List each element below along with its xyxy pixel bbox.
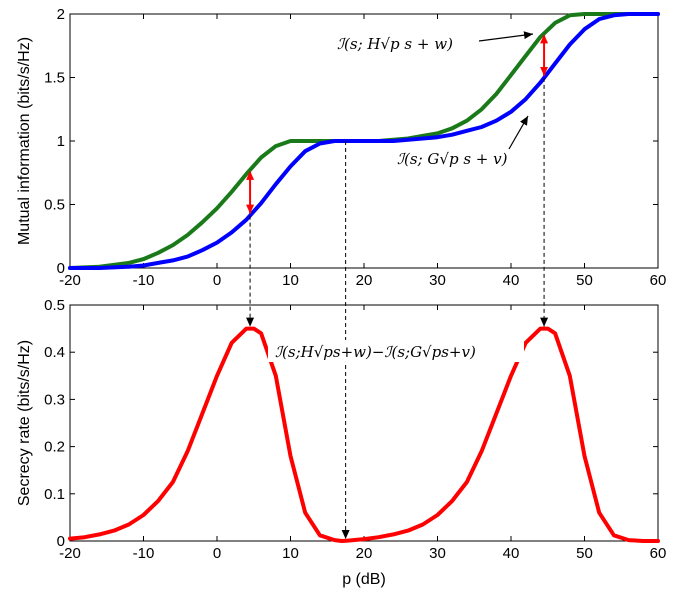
x-tick-label: 50 [576,545,593,562]
series-top [68,12,660,270]
y-tick-label: 0.3 [44,391,65,408]
x-tick-label: -20 [59,272,81,289]
x-tick-label: 40 [503,545,520,562]
x-tick-label: 0 [213,545,221,562]
annotation-arrow-blue [508,115,529,150]
annotation-top-green: ℐ(s; H√p s + w) [337,35,453,53]
x-tick-label: 0 [213,272,221,289]
series-bottom [68,326,660,543]
x-tick-label: 10 [282,272,299,289]
y-axis-label-bottom: Secrecy rate (bits/s/Hz) [16,340,33,506]
x-axis-label: p (dB) [342,571,386,588]
x-tick-label: 10 [282,545,299,562]
annotation-top-blue: ℐ(s; G√p s + v) [397,150,508,168]
x-tick-label: 30 [429,272,446,289]
x-tick-label: -20 [59,545,81,562]
y-tick-label: 0.5 [44,297,65,314]
annotation-arrow-green [478,31,534,42]
y-tick-label: 0.5 [44,197,65,214]
x-tick-label: 60 [650,272,667,289]
x-tick-label: 20 [356,272,373,289]
y-tick-label: 2 [57,6,65,23]
x-tick-label: 50 [576,272,593,289]
axis-ticks-top: -20 -10 0 10 20 30 40 50 60 0 0.5 1 1.5 2 [44,6,666,289]
axis-ticks-bottom: -20 -10 0 10 20 30 40 50 60 0 0.1 0.2 0.3 0.4 0.5 [44,297,666,562]
mutual-information-panel: -20 -10 0 10 20 30 40 50 60 0 0.5 1 1.5 2 Mutual info… [16,6,666,289]
y-tick-label: 0 [57,533,65,550]
y-tick-label: 1.5 [44,70,65,87]
secrecy-rate-panel: -20 -10 0 10 20 30 40 50 60 0 0.1 0.2 0.3 0.4 0.5 Secr… [16,297,666,588]
y-tick-label: 1 [57,133,65,150]
y-tick-label: 0.1 [44,486,65,503]
x-tick-label: -10 [133,545,155,562]
y-tick-label: 0.2 [44,439,65,456]
y-axis-label-top: Mutual information (bits/s/Hz) [16,37,33,245]
annotation-bottom-bg [268,340,524,362]
annotation-bottom-difference: ℐ(s;H√ps+w)−ℐ(s;G√ps+v) [275,343,476,361]
x-tick-label: -10 [133,272,155,289]
x-tick-label: 40 [503,272,520,289]
x-tick-label: 60 [650,545,667,562]
x-tick-label: 30 [429,545,446,562]
annotations: ℐ(s; H√p s + w) ℐ(s; G√p s + v) ℐ(s;H√ps… [268,31,534,362]
y-tick-label: 0.4 [44,344,65,361]
y-tick-label: 0 [57,260,65,277]
series-line-blue [68,12,660,270]
x-tick-label: 20 [356,545,373,562]
series-line-red [68,326,660,543]
